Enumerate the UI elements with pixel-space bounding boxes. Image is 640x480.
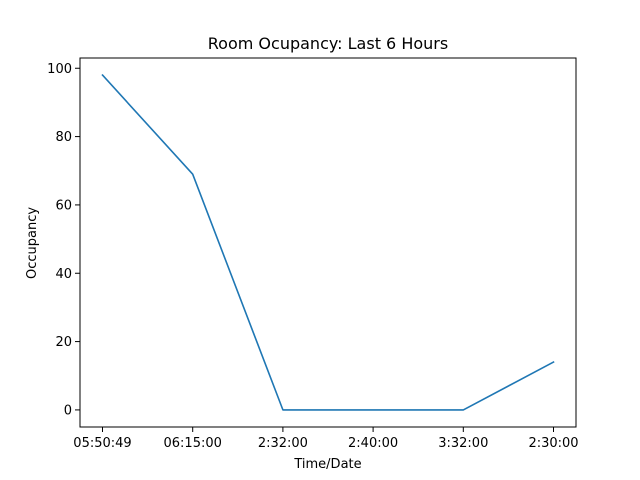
series-line [101,73,555,411]
y-tick-label: 0 [64,403,72,418]
chart-title: Room Ocupancy: Last 6 Hours [208,34,448,53]
y-tick-label: 40 [55,267,72,282]
plot-frame [79,57,577,428]
x-axis-label: Time/Date [293,457,361,472]
x-tick-label: 2:32:00 [258,436,308,451]
x-tick-label: 2:30:00 [528,436,578,451]
plot-content [101,73,555,411]
y-tick-label: 100 [47,62,72,77]
y-tick-label: 20 [55,335,72,350]
x-axis: 05:50:49 06:15:00 2:32:00 2:40:00 3:32:00 2:3… [73,427,579,451]
x-tick-label: 2:40:00 [348,436,398,451]
x-tick-label: 3:32:00 [438,436,488,451]
y-tick-label: 80 [55,130,72,145]
x-tick-label: 06:15:00 [164,436,222,451]
y-axis-label: Occupancy [25,207,40,279]
x-tick-label: 05:50:49 [73,436,131,451]
y-tick-label: 60 [55,198,72,213]
y-axis: 0 20 40 60 80 100 [47,62,80,418]
